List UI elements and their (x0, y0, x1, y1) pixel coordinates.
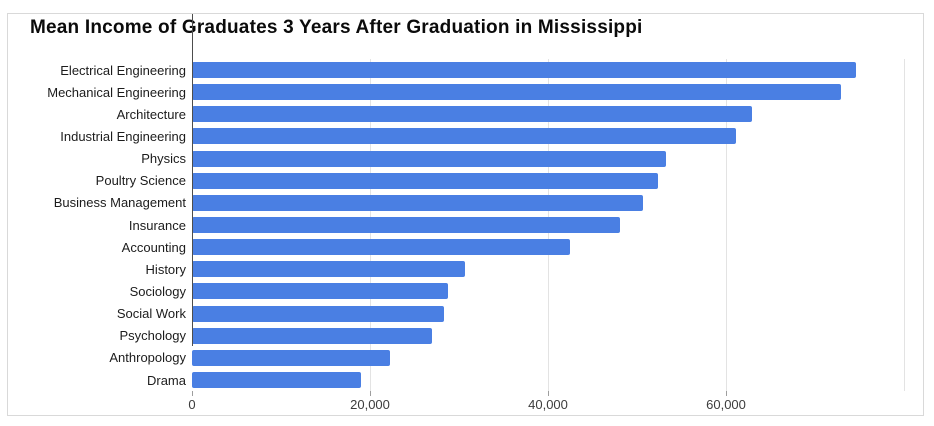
zero-axis-line (192, 14, 193, 346)
bar-row: Physics (8, 148, 904, 170)
bar (192, 150, 667, 167)
bar (192, 261, 466, 278)
chart-title: Mean Income of Graduates 3 Years After G… (30, 17, 643, 38)
bar-row: Mechanical Engineering (8, 81, 904, 103)
category-label: Sociology (129, 283, 186, 299)
bar (192, 128, 736, 145)
x-tick-mark (726, 391, 727, 396)
bar-track (192, 214, 904, 236)
x-tick-label: 60,000 (706, 397, 746, 412)
bar (192, 217, 621, 234)
bar-track (192, 303, 904, 325)
bar-track (192, 192, 904, 214)
bar-row: Sociology (8, 280, 904, 302)
bar-track (192, 280, 904, 302)
category-label: Anthropology (109, 350, 186, 366)
category-label: History (145, 261, 186, 277)
bar-row: Poultry Science (8, 170, 904, 192)
bar-track (192, 81, 904, 103)
bar (192, 327, 433, 344)
bar (192, 194, 644, 211)
bar (192, 349, 390, 366)
category-label: Accounting (121, 239, 186, 255)
bar-track (192, 59, 904, 81)
bar (192, 305, 444, 322)
bar-row: Industrial Engineering (8, 125, 904, 147)
category-label: Poultry Science (95, 173, 186, 189)
bar-track (192, 103, 904, 125)
bar (192, 84, 841, 101)
bar-row: Psychology (8, 325, 904, 347)
x-tick-label: 40,000 (528, 397, 568, 412)
category-label: Psychology (119, 328, 186, 344)
x-tick-label: 20,000 (350, 397, 390, 412)
bar-track (192, 369, 904, 391)
bar-track (192, 347, 904, 369)
bar-track (192, 325, 904, 347)
bar-row: Social Work (8, 303, 904, 325)
category-label: Physics (141, 151, 186, 167)
x-tick-mark (192, 391, 193, 396)
bar (192, 283, 449, 300)
bar-row: Insurance (8, 214, 904, 236)
bar (192, 239, 571, 256)
bar (192, 172, 659, 189)
x-tick-label: 0 (188, 397, 196, 412)
bar-row: Architecture (8, 103, 904, 125)
bar-rows: Electrical Engineering Mechanical Enginee… (8, 59, 904, 391)
category-label: Drama (146, 372, 186, 388)
category-label: Mechanical Engineering (47, 84, 186, 100)
bar-track (192, 148, 904, 170)
bar-row: Electrical Engineering (8, 59, 904, 81)
category-label: Architecture (116, 106, 186, 122)
bar-track (192, 170, 904, 192)
category-label: Social Work (116, 306, 186, 322)
gridline (726, 59, 727, 391)
bar-track (192, 125, 904, 147)
x-tick-mark (548, 391, 549, 396)
bar-track (192, 236, 904, 258)
bar (192, 372, 362, 389)
x-tick-mark (370, 391, 371, 396)
category-label: Business Management (53, 195, 186, 211)
gridline (904, 59, 905, 391)
category-label: Insurance (128, 217, 186, 233)
category-label: Electrical Engineering (60, 62, 186, 78)
category-label: Industrial Engineering (60, 128, 186, 144)
bar-track (192, 258, 904, 280)
bar (192, 106, 752, 123)
bar-row: Anthropology (8, 347, 904, 369)
bar-row: History (8, 258, 904, 280)
bar-row: Drama (8, 369, 904, 391)
bar (192, 62, 856, 79)
bar-row: Business Management (8, 192, 904, 214)
bar-row: Accounting (8, 236, 904, 258)
chart-panel: Mean Income of Graduates 3 Years After G… (7, 13, 924, 416)
